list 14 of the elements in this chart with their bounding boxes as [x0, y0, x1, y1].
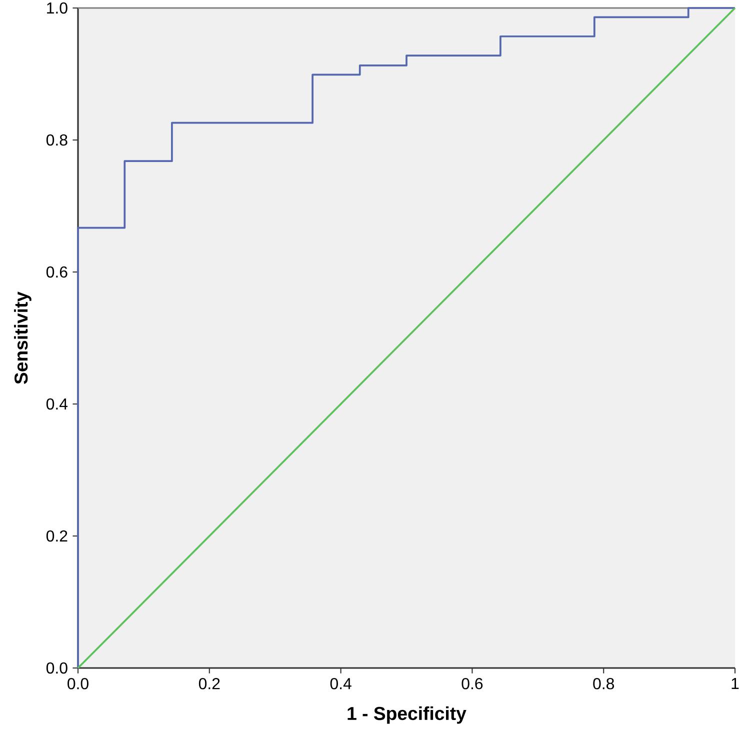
- y-tick-label: 0.4: [46, 398, 68, 410]
- x-tick-label: 1: [732, 678, 739, 689]
- y-tick-label: 0.2: [46, 530, 68, 542]
- y-tick-label: 0.6: [46, 266, 68, 278]
- x-tick-label: 0.8: [593, 678, 614, 690]
- y-axis-title: Sensitivity: [14, 292, 32, 384]
- x-tick-label: 0.2: [198, 678, 220, 690]
- x-tick-label: 0.0: [68, 678, 88, 690]
- x-tick-label: 0.6: [462, 678, 483, 690]
- y-tick-label: 0.8: [46, 134, 68, 146]
- y-tick-label: 1.0: [47, 2, 68, 14]
- x-tick-label: 0.4: [330, 678, 352, 690]
- x-axis-title: 1 - Specificity: [348, 706, 466, 724]
- y-tick-label: 0.0: [46, 662, 68, 674]
